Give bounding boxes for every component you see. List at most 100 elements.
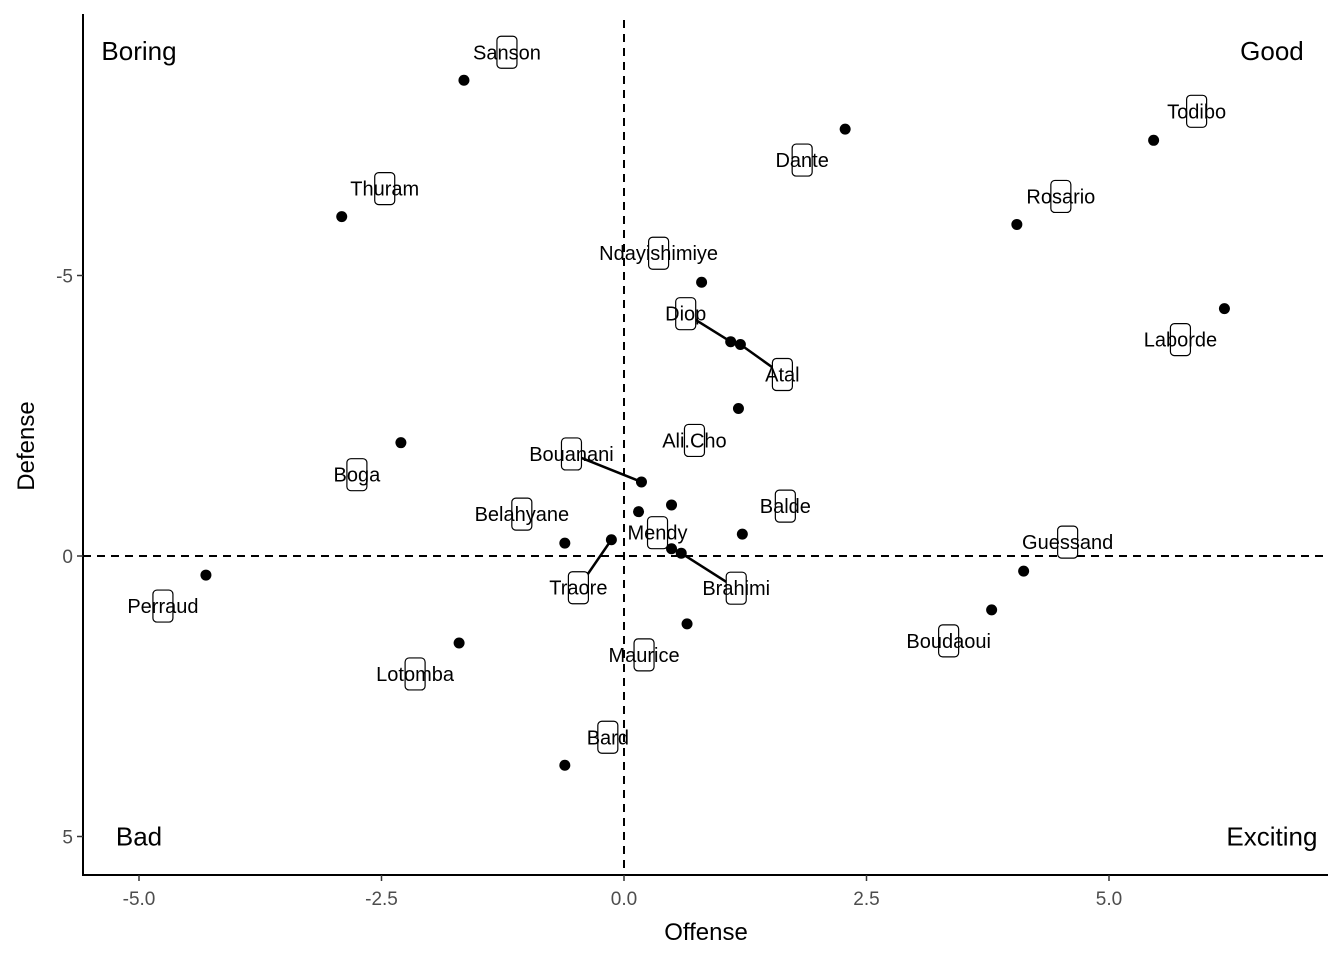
data-point <box>736 528 748 540</box>
x-tick-label: 2.5 <box>853 889 879 910</box>
y-axis-label: Defense <box>13 401 40 490</box>
data-point <box>200 569 212 581</box>
label-text: Guessand <box>1022 532 1113 554</box>
label-box <box>1057 525 1079 559</box>
label-box <box>646 516 669 550</box>
data-point <box>453 637 465 649</box>
label-text: Boudaoui <box>906 631 991 653</box>
label-box <box>152 589 174 623</box>
point-label: Boga <box>334 458 382 492</box>
data-point <box>1011 218 1023 230</box>
label-box <box>771 357 794 392</box>
point-label: Boudaoui <box>906 624 991 658</box>
point-label: Sanson <box>473 35 541 69</box>
point-label: Lotomba <box>376 657 455 691</box>
label-text: Atal <box>765 365 799 387</box>
data-point <box>666 499 678 511</box>
point-label: Todibo <box>1167 94 1226 128</box>
point-label: Ali.Cho <box>662 423 727 458</box>
quadrant-label: Exciting <box>1226 822 1317 852</box>
label-text: Mendy <box>628 523 688 545</box>
y-tick-label: 0 <box>62 547 73 568</box>
label-box <box>374 171 396 206</box>
data-point <box>681 618 693 630</box>
data-point <box>559 537 571 549</box>
label-text: Brahimi <box>702 578 770 600</box>
label-text: Bard <box>587 727 629 749</box>
label-text: Bouanani <box>529 444 614 466</box>
label-box <box>938 624 960 658</box>
y-tick-label: -5 <box>56 267 73 288</box>
point-label: Bard <box>587 720 629 754</box>
label-box <box>683 423 706 458</box>
point-label: Traore <box>549 539 613 605</box>
y-tick-label: 5 <box>62 828 73 849</box>
label-box <box>346 458 368 492</box>
data-point <box>1018 565 1030 577</box>
plot-area: -5.0 -2.5 0.0 2.5 5.0 -5 0 5 Boring Good Bad Exciti… <box>56 14 1328 910</box>
point-label: Diop <box>665 297 732 343</box>
point-label: Perraud <box>127 589 199 623</box>
label-box <box>560 437 583 471</box>
point-label: Atal <box>739 343 800 392</box>
quadrant-label: Good <box>1240 36 1304 66</box>
label-text: Lotomba <box>376 664 455 686</box>
point-label: Ndayishimiye <box>599 236 718 270</box>
quadrant-label: Boring <box>101 36 176 66</box>
data-point <box>559 759 571 771</box>
x-tick-label: 0.0 <box>611 889 637 910</box>
label-text: Maurice <box>608 645 679 667</box>
data-point <box>1148 134 1160 146</box>
data-point <box>839 123 851 135</box>
label-text: Boga <box>334 465 382 487</box>
data-point <box>395 437 407 449</box>
label-box <box>1169 322 1192 357</box>
label-box <box>567 571 589 605</box>
label-text: Ndayishimiye <box>599 243 718 265</box>
label-text: Ali.Cho <box>662 430 726 452</box>
label-text: Diop <box>665 304 706 326</box>
label-box <box>647 236 670 270</box>
point-label: Laborde <box>1144 322 1217 357</box>
label-text: Perraud <box>127 596 198 618</box>
point-label: Guessand <box>1022 525 1113 559</box>
data-point <box>633 506 645 518</box>
label-box <box>675 297 697 331</box>
x-tick-label: 5.0 <box>1096 889 1122 910</box>
label-text: Belahyane <box>475 504 570 526</box>
point-label: Belahyane <box>475 497 570 531</box>
data-point <box>666 543 678 555</box>
data-point <box>1218 303 1230 315</box>
label-text: Dante <box>775 150 828 172</box>
label-box <box>404 657 426 691</box>
point-label: Balde <box>760 489 811 523</box>
label-box <box>511 497 533 531</box>
data-point <box>696 276 708 288</box>
label-box <box>791 143 813 177</box>
label-text: Sanson <box>473 42 541 64</box>
quadrant-label: Bad <box>116 822 162 852</box>
label-text: Traore <box>549 578 607 600</box>
label-box <box>633 638 655 672</box>
label-text: Thuram <box>350 179 419 201</box>
point-label: Bouanani <box>529 437 642 484</box>
label-text: Rosario <box>1026 186 1095 208</box>
label-box <box>597 720 619 754</box>
data-point <box>458 74 470 86</box>
data-point <box>336 211 348 223</box>
label-connector <box>570 452 642 484</box>
data-point <box>986 604 998 616</box>
label-box <box>1186 94 1208 128</box>
point-label: Rosario <box>1026 179 1095 214</box>
x-tick-label: -5.0 <box>123 889 156 910</box>
point-label: Maurice <box>608 638 680 672</box>
label-text: Balde <box>760 496 811 518</box>
label-box <box>725 571 747 605</box>
point-label: Thuram <box>350 171 419 206</box>
label-text: Laborde <box>1144 330 1217 352</box>
label-text: Todibo <box>1167 101 1226 123</box>
point-label: Brahimi <box>680 552 770 605</box>
x-tick-label: -2.5 <box>365 889 398 910</box>
label-box <box>496 35 518 69</box>
